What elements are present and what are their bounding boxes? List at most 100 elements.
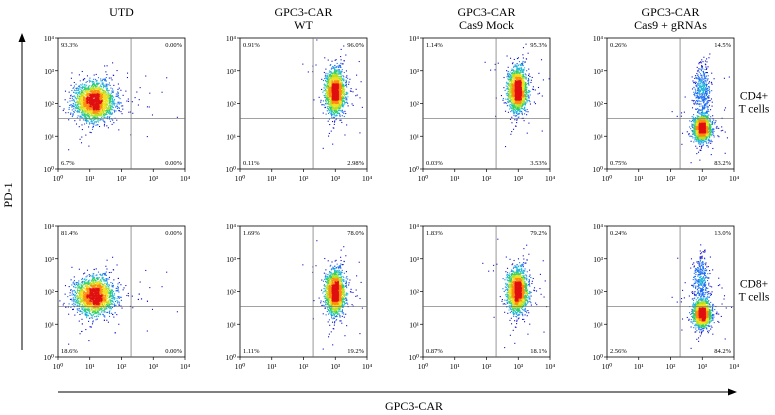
event-dot bbox=[339, 97, 341, 100]
event-dot bbox=[80, 97, 82, 99]
event-dot bbox=[325, 103, 327, 105]
event-dot bbox=[87, 91, 89, 94]
event-dot bbox=[79, 91, 81, 93]
event-dot bbox=[507, 78, 509, 80]
event-dot bbox=[339, 73, 341, 75]
event-dot bbox=[328, 135, 330, 137]
event-dot bbox=[106, 89, 108, 91]
event-dot bbox=[98, 97, 100, 99]
event-dot bbox=[524, 104, 526, 106]
event-dot bbox=[516, 68, 518, 70]
event-dot bbox=[325, 97, 327, 99]
event-dot bbox=[86, 84, 88, 86]
event-dot bbox=[333, 121, 336, 123]
event-dot bbox=[82, 117, 84, 119]
event-dot bbox=[85, 115, 87, 117]
event-dot bbox=[104, 65, 106, 67]
event-dot bbox=[96, 113, 98, 115]
event-dot bbox=[132, 112, 134, 114]
event-dot bbox=[176, 116, 178, 118]
event-dot bbox=[80, 116, 82, 118]
event-dot bbox=[328, 86, 330, 88]
event-dot bbox=[93, 107, 95, 109]
event-dot bbox=[337, 94, 339, 96]
event-dot bbox=[96, 97, 98, 99]
event-dot bbox=[62, 109, 64, 112]
event-dot bbox=[330, 108, 332, 110]
event-dot bbox=[75, 104, 77, 106]
event-dot bbox=[509, 97, 511, 99]
event-dot bbox=[108, 106, 110, 108]
event-dot bbox=[346, 124, 348, 126]
event-dot bbox=[336, 76, 338, 79]
event-dot bbox=[511, 76, 514, 78]
event-dot bbox=[110, 103, 113, 105]
event-dot bbox=[548, 78, 550, 80]
event-dot bbox=[513, 74, 515, 76]
event-dot bbox=[104, 107, 106, 109]
event-dot bbox=[90, 114, 92, 116]
event-dot bbox=[86, 103, 89, 105]
event-dot bbox=[324, 107, 326, 109]
event-dot bbox=[78, 110, 80, 113]
event-dot bbox=[516, 108, 518, 111]
event-dot bbox=[331, 79, 333, 81]
event-dot bbox=[94, 107, 96, 110]
event-dot bbox=[506, 81, 508, 83]
event-dot bbox=[341, 103, 343, 105]
event-dot bbox=[525, 109, 527, 111]
event-dot bbox=[101, 98, 103, 100]
event-dot bbox=[99, 100, 101, 102]
event-dot bbox=[342, 96, 344, 98]
x-tick-label: 10⁰ bbox=[235, 174, 246, 183]
event-dot bbox=[325, 90, 327, 92]
event-dot bbox=[331, 99, 333, 101]
event-dot bbox=[80, 109, 82, 111]
panel-frame bbox=[422, 37, 551, 170]
event-dot bbox=[88, 98, 90, 100]
event-dot bbox=[326, 102, 328, 104]
event-dot bbox=[108, 97, 110, 99]
event-dot bbox=[98, 101, 100, 103]
event-dot bbox=[83, 115, 85, 117]
event-dot bbox=[349, 78, 351, 80]
event-dot bbox=[519, 63, 521, 65]
event-dot bbox=[75, 104, 77, 107]
event-dot bbox=[94, 112, 96, 114]
event-dot bbox=[87, 101, 89, 103]
event-dot bbox=[327, 107, 329, 110]
event-dot bbox=[344, 88, 346, 90]
event-dot bbox=[329, 80, 331, 82]
event-dot bbox=[118, 108, 120, 110]
event-dot bbox=[88, 85, 90, 87]
event-dot bbox=[332, 74, 334, 76]
event-dot bbox=[341, 63, 343, 65]
event-dot bbox=[330, 97, 332, 99]
event-dot bbox=[340, 119, 342, 121]
event-dot bbox=[519, 103, 521, 105]
event-dot bbox=[341, 100, 343, 102]
event-dot bbox=[540, 59, 543, 61]
event-dot bbox=[120, 102, 122, 104]
event-dot bbox=[331, 114, 333, 116]
event-dot bbox=[525, 95, 527, 97]
event-dot bbox=[333, 114, 335, 116]
event-dot bbox=[343, 112, 345, 114]
event-dot bbox=[104, 96, 106, 98]
event-dot bbox=[70, 112, 72, 114]
event-dot bbox=[118, 102, 120, 104]
event-dot bbox=[88, 102, 90, 104]
event-dot bbox=[90, 93, 92, 95]
event-dot bbox=[538, 72, 540, 74]
event-dot bbox=[80, 115, 82, 118]
event-dot bbox=[81, 114, 83, 116]
event-dot bbox=[337, 88, 339, 90]
event-dot bbox=[349, 90, 351, 92]
column-title-line: Cas9 + gRNAs bbox=[634, 18, 707, 32]
event-dot bbox=[77, 110, 79, 112]
event-dot bbox=[106, 113, 108, 115]
event-dot bbox=[86, 114, 88, 116]
event-dot bbox=[337, 112, 339, 114]
event-dot bbox=[95, 73, 97, 75]
event-dot bbox=[524, 86, 526, 88]
